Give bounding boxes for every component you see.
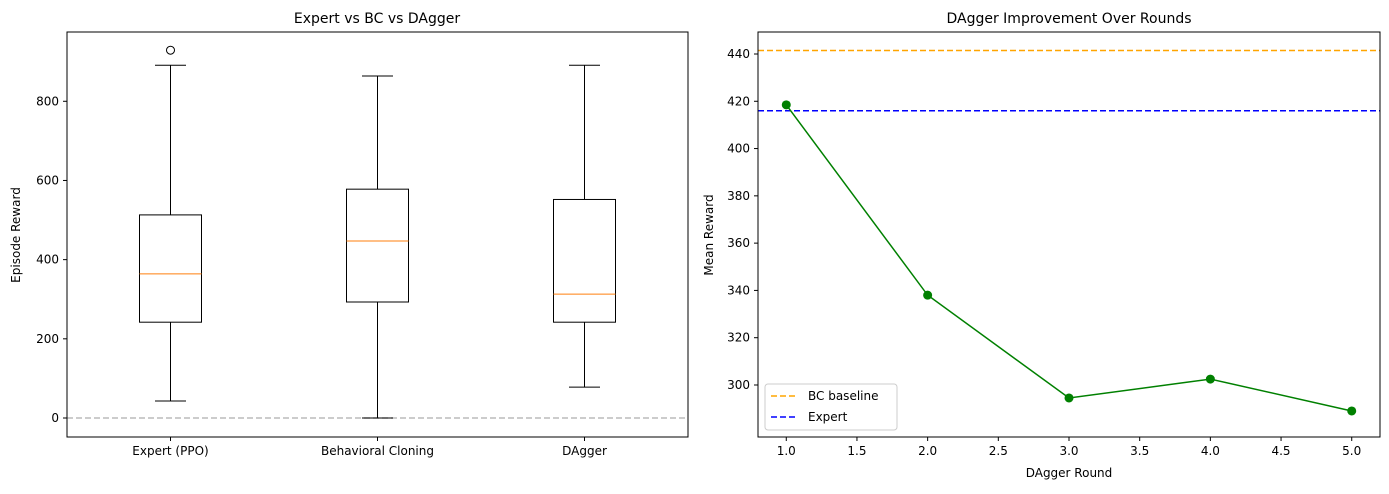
axes-frame [66,31,689,438]
box-chart-title: Expert vs BC vs DAgger [294,11,460,27]
line-chart-xlabel: DAgger Round [1026,466,1113,480]
x-tick-label: 4.0 [1201,444,1220,458]
x-tick-label: 3.0 [1059,444,1078,458]
data-point [1205,374,1215,384]
data-point [923,290,933,300]
x-tick-label: Expert (PPO) [132,444,208,458]
line-chart-title: DAgger Improvement Over Rounds [946,11,1191,27]
x-tick-label: 4.5 [1271,444,1290,458]
line-chart-ylabel: Mean Reward [702,194,716,275]
box-chart-ylabel: Episode Reward [9,187,23,283]
axes-frame [757,31,1381,438]
y-tick-label: 340 [727,283,750,297]
x-tick-label: 3.5 [1130,444,1149,458]
line-chart: 1.0 1.5 2.0 2.5 3.0 3.5 4.0 4.5 5.0 300 320 340 360 3… [727,31,1381,458]
x-tick-label: 2.5 [989,444,1008,458]
box-chart: 0 200 400 600 800 Expert (PPO) Behavioral Clon… [36,31,689,458]
x-tick-label: 2.0 [918,444,937,458]
y-tick-label: 420 [727,94,750,108]
x-tick-label: DAgger [562,444,607,458]
y-tick-label: 380 [727,189,750,203]
outlier-point [166,45,175,55]
box [553,198,616,323]
y-tick-label: 400 [36,253,59,267]
legend-frame [764,383,898,431]
legend: BC baseline Expert [764,383,898,431]
data-point [781,100,791,110]
y-tick-label: 800 [36,94,59,108]
data-point [1064,393,1074,403]
y-tick-label: 400 [727,142,750,156]
y-tick-label: 600 [36,173,59,187]
series-line [785,104,1352,412]
y-tick-label: 200 [36,332,59,346]
x-tick-label: 1.5 [847,444,866,458]
box [346,188,409,303]
x-tick-label: Behavioral Cloning [321,444,434,458]
y-tick-label: 300 [727,378,750,392]
y-tick-label: 320 [727,331,750,345]
legend-label: BC baseline [808,389,878,403]
x-tick-label: 5.0 [1342,444,1361,458]
y-tick-label: 440 [727,47,750,61]
box [139,214,202,323]
x-tick-label: 1.0 [777,444,796,458]
y-tick-label: 0 [51,411,59,425]
y-tick-label: 360 [727,236,750,250]
legend-label: Expert [808,410,848,424]
data-point [1347,406,1357,416]
